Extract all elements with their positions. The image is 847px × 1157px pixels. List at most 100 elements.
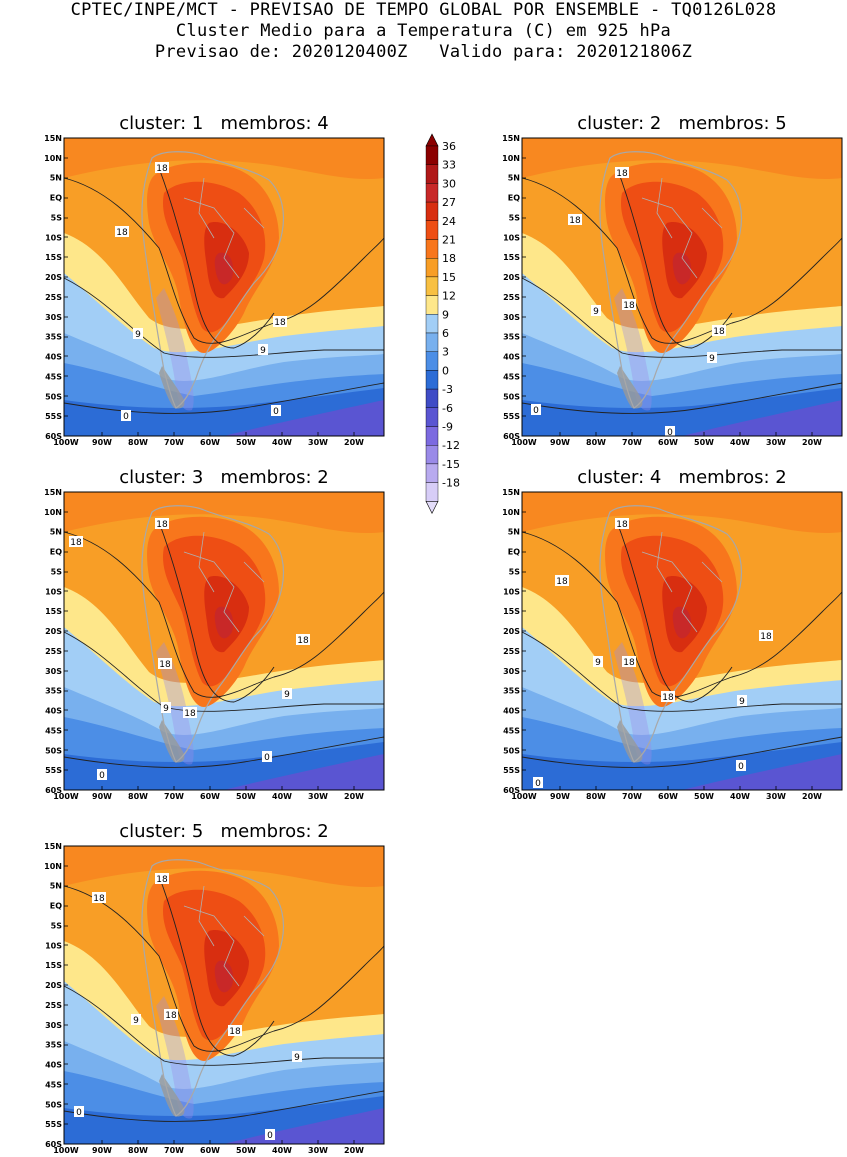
contour-labels: 18 18 18 9 18 9 0 0: [74, 873, 302, 1141]
lon-tick-label: 70W: [622, 792, 642, 801]
lat-tick-label: 40S: [45, 353, 62, 362]
lat-tick-label: 50S: [45, 1100, 62, 1109]
contour-label: 9: [294, 1053, 300, 1063]
colorbar-label: -15: [442, 458, 460, 471]
lat-tick-label: 60S: [45, 1140, 62, 1149]
contour-label: 18: [156, 875, 168, 885]
colorbar-label: 0: [442, 364, 449, 377]
lat-tick-label: 5S: [509, 213, 521, 222]
header-line-3: Previsao de: 2020120400Z Valido para: 20…: [154, 42, 693, 62]
contour-label: 0: [533, 406, 539, 416]
lat-tick-label: 15S: [45, 607, 62, 616]
contour-labels: 18 18 18 9 18 18 9 0 0: [533, 518, 773, 789]
lat-tick-label: 55S: [45, 1120, 62, 1129]
lon-tick-label: 80W: [586, 438, 606, 447]
contour-label: 18: [623, 658, 635, 668]
colorbar-swatch: [425, 388, 439, 409]
lat-tick-label: 30S: [503, 667, 520, 676]
lon-tick-label: 30W: [308, 792, 328, 801]
map-panel-2: 18 18 9 18 18 9 0 0: [521, 137, 843, 438]
lat-tick-label: 10S: [503, 233, 520, 242]
contour-label: 18: [569, 216, 581, 226]
lon-tick-label: 80W: [128, 438, 148, 447]
lat-tick-label: EQ: [50, 194, 62, 203]
lat-tick-label: 60S: [45, 786, 62, 795]
lat-tick-label: 50S: [45, 746, 62, 755]
lon-tick-label: 80W: [128, 1146, 148, 1155]
lon-tick-label: 90W: [92, 792, 112, 801]
map-panel-5: 18 18 18 9 18 9 0 0: [63, 845, 385, 1145]
contour-label: 18: [623, 301, 635, 311]
lat-tick-label: 20S: [45, 981, 62, 990]
panel-4-title: cluster: 4 membros: 2: [577, 467, 787, 488]
lat-tick-label: 10N: [502, 508, 520, 517]
lat-tick-label: 10N: [44, 862, 62, 871]
lat-tick-label: 5N: [50, 882, 62, 891]
lat-tick-label: 5S: [51, 567, 63, 576]
lon-tick-label: 40W: [730, 438, 750, 447]
lat-tick-label: 50S: [45, 392, 62, 401]
colorbar-label: 24: [442, 215, 456, 228]
lat-tick-label: 35S: [503, 333, 520, 342]
lat-tick-label: 35S: [503, 687, 520, 696]
lat-tick-label: 25S: [45, 293, 62, 302]
lat-tick-label: 5N: [50, 528, 62, 537]
lat-tick-label: EQ: [50, 902, 62, 911]
colorbar-label: 3: [442, 346, 449, 359]
lon-tick-label: 100W: [53, 792, 79, 801]
contour-label: 9: [739, 697, 745, 707]
lat-tick-label: 5N: [508, 528, 520, 537]
colorbar-swatch: [425, 463, 439, 483]
lon-tick-label: 80W: [128, 792, 148, 801]
contour-label: 9: [595, 658, 601, 668]
lon-tick-label: 70W: [622, 438, 642, 447]
colorbar-swatch: [425, 183, 439, 203]
contour-labels: 18 18 9 18 18 9 0 0: [531, 167, 726, 438]
lon-tick-label: 50W: [694, 792, 714, 801]
lat-tick-label: 15N: [44, 842, 62, 851]
colorbar-swatch: [425, 351, 439, 371]
colorbar-swatch: [425, 201, 439, 221]
lat-tick-label: EQ: [508, 548, 520, 557]
lon-tick-label: 60W: [658, 792, 678, 801]
lat-tick-label: 30S: [45, 667, 62, 676]
lat-tick-label: 55S: [45, 766, 62, 775]
lat-tick-label: 60S: [45, 432, 62, 441]
lat-tick-label: 10S: [45, 587, 62, 596]
lon-tick-label: 40W: [272, 1146, 292, 1155]
contour-label: 9: [133, 1016, 139, 1026]
contour-label: 9: [163, 704, 169, 714]
contour-label: 18: [229, 1027, 241, 1037]
lat-tick-label: EQ: [50, 548, 62, 557]
panel-2-title: cluster: 2 membros: 5: [577, 113, 787, 134]
contour-label: 18: [662, 693, 674, 703]
lat-tick-label: 10S: [503, 587, 520, 596]
colorbar-label: -9: [442, 421, 453, 434]
axis-labels: 15N10N5NEQ5S10S15S20S25S30S35S40S45S50S5…: [44, 134, 822, 1155]
colorbar-top-arrow: [425, 133, 439, 147]
colorbar-swatch: [425, 332, 439, 352]
lat-tick-label: 60S: [503, 432, 520, 441]
colorbar-bottom-arrow: [425, 501, 439, 514]
contour-label: 0: [273, 407, 279, 417]
lon-tick-label: 50W: [236, 1146, 256, 1155]
contour-label: 18: [159, 660, 171, 670]
lat-tick-label: 60S: [503, 786, 520, 795]
lat-tick-label: 15N: [44, 134, 62, 143]
contour-label: 18: [297, 636, 309, 646]
contour-label: 0: [267, 1131, 273, 1141]
lat-tick-label: 15N: [44, 488, 62, 497]
lon-tick-label: 70W: [164, 792, 184, 801]
contour-label: 18: [274, 318, 286, 328]
colorbar-label: 12: [442, 290, 456, 303]
header-line-1: CPTEC/INPE/MCT - PREVISAO DE TEMPO GLOBA…: [70, 0, 777, 20]
panel-5-title: cluster: 5 membros: 2: [119, 821, 329, 842]
colorbar-label: 36: [442, 140, 456, 153]
lat-tick-label: 45S: [45, 372, 62, 381]
contour-label: 0: [99, 771, 105, 781]
lat-tick-label: 10N: [44, 154, 62, 163]
lat-tick-label: 20S: [503, 273, 520, 282]
lat-tick-label: 15S: [503, 607, 520, 616]
lat-tick-label: 30S: [45, 313, 62, 322]
